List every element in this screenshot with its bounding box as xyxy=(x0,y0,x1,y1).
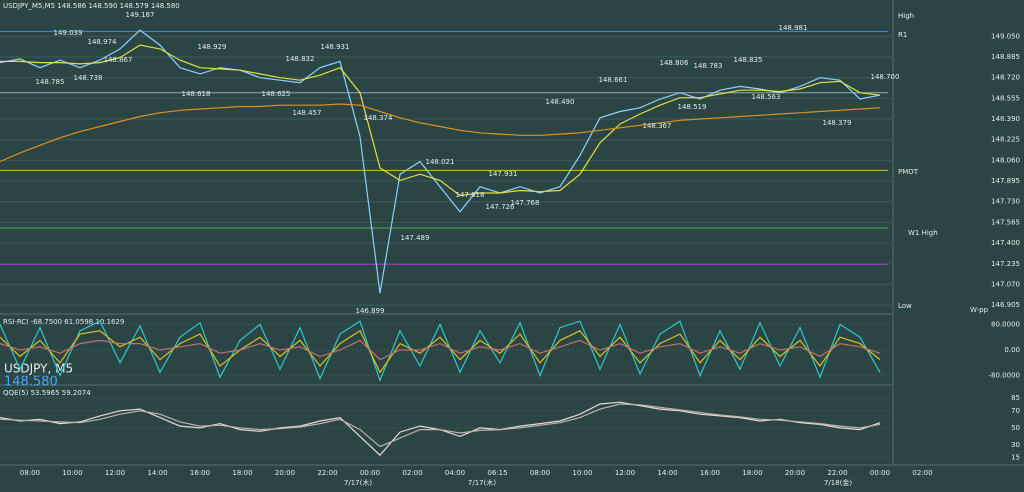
price-label: 148.021 xyxy=(426,158,455,166)
y-tick-label: 148.060 xyxy=(991,156,1020,164)
y-tick-label: 149.050 xyxy=(991,32,1020,40)
price-label: 147.489 xyxy=(401,234,430,242)
price-label: 148.519 xyxy=(678,103,707,111)
price-label: 148.832 xyxy=(286,55,315,63)
price-label: 147.726 xyxy=(486,203,515,211)
y-tick-label: 148.390 xyxy=(991,115,1020,123)
y-tick-label: 85 xyxy=(1011,394,1020,402)
level-label: Low xyxy=(898,302,912,310)
series-line xyxy=(0,44,881,197)
price-label: 148.974 xyxy=(88,38,117,46)
y-tick-label: 148.885 xyxy=(991,53,1020,61)
x-tick-label: 00:00 xyxy=(870,469,890,477)
x-tick-label: 08:00 xyxy=(530,469,550,477)
date-label: 7/17(木) xyxy=(344,478,372,487)
price-label: 148.374 xyxy=(364,114,393,122)
level-label: High xyxy=(898,12,914,20)
y-tick-label: 80.0000 xyxy=(991,320,1020,328)
y-tick-label: 147.565 xyxy=(991,218,1020,226)
price-label: 148.625 xyxy=(262,90,291,98)
price-label: 148.929 xyxy=(198,43,227,51)
price-label: 148.563 xyxy=(752,93,781,101)
level-label: W1 High xyxy=(908,229,938,237)
series-line xyxy=(0,329,881,374)
price-label: 148.931 xyxy=(321,43,350,51)
x-tick-label: 14:00 xyxy=(657,469,677,477)
price-label: 147.818 xyxy=(456,191,485,199)
price-label: 149.039 xyxy=(54,29,83,37)
y-tick-label: 147.070 xyxy=(991,280,1020,288)
price-label: 148.379 xyxy=(823,119,852,127)
y-tick-label: 148.720 xyxy=(991,74,1020,82)
x-tick-label: 22:00 xyxy=(317,469,337,477)
price: 148.580 xyxy=(4,375,58,390)
y-tick-label: 147.400 xyxy=(991,239,1020,247)
price-label: 148.700 xyxy=(871,73,900,81)
y-tick-label: 146.905 xyxy=(991,301,1020,309)
price-label: 148.785 xyxy=(36,78,65,86)
panel-title: RSI-RCI -68.7500 61.0598 10.1629 xyxy=(3,318,124,326)
price-label: 148.457 xyxy=(293,109,322,117)
x-tick-label: 06:15 xyxy=(487,469,507,477)
price-label: 148.867 xyxy=(104,56,133,64)
series-line xyxy=(0,403,881,448)
y-tick-label: 147.730 xyxy=(991,198,1020,206)
series-line xyxy=(0,103,881,163)
x-tick-label: 16:00 xyxy=(190,469,210,477)
y-tick-label: 148.555 xyxy=(991,94,1020,102)
x-tick-label: 18:00 xyxy=(232,469,252,477)
y-tick-label: 147.235 xyxy=(991,260,1020,268)
price-label: 148.661 xyxy=(599,76,628,84)
y-tick-label: 147.895 xyxy=(991,177,1020,185)
x-tick-label: 12:00 xyxy=(105,469,125,477)
x-tick-label: 10:00 xyxy=(62,469,82,477)
y-tick-label: 15 xyxy=(1011,454,1020,462)
price-label: 148.490 xyxy=(546,98,575,106)
price-label: 147.768 xyxy=(511,199,540,207)
y-tick-label: 50 xyxy=(1011,424,1020,432)
price-label: 148.981 xyxy=(779,24,808,32)
header: USDJPY_M5,M5 148.586 148.590 148.579 148… xyxy=(3,2,180,10)
y-tick-label: 148.225 xyxy=(991,136,1020,144)
x-tick-label: 04:00 xyxy=(445,469,465,477)
price-label: 148.835 xyxy=(734,56,763,64)
price-label: 148.806 xyxy=(660,59,689,67)
date-label: 7/17(木) xyxy=(468,478,496,487)
price-label: 147.931 xyxy=(489,170,518,178)
x-tick-label: 02:00 xyxy=(912,469,932,477)
x-tick-label: 18:00 xyxy=(742,469,762,477)
x-tick-label: 20:00 xyxy=(785,469,805,477)
level-label: W-pp xyxy=(970,306,989,314)
panel-title: QQE(5) 53.5965 59.2074 xyxy=(3,389,91,397)
x-tick-label: 20:00 xyxy=(275,469,295,477)
price-label: 148.367 xyxy=(643,122,672,130)
series-line xyxy=(0,29,881,294)
price-label: 148.618 xyxy=(182,90,211,98)
level-label: PMOT xyxy=(898,168,919,176)
x-tick-label: 16:00 xyxy=(700,469,720,477)
x-tick-label: 00:00 xyxy=(360,469,380,477)
x-tick-label: 02:00 xyxy=(402,469,422,477)
x-tick-label: 12:00 xyxy=(615,469,635,477)
date-label: 7/18(金) xyxy=(824,478,852,487)
y-tick-label: 30 xyxy=(1011,441,1020,449)
series-line xyxy=(0,320,881,383)
level-label: R1 xyxy=(898,31,907,39)
x-tick-label: 10:00 xyxy=(572,469,592,477)
y-tick-label: -80.0000 xyxy=(989,372,1020,380)
y-tick-label: 70 xyxy=(1011,407,1020,415)
price-label: 148.783 xyxy=(694,62,723,70)
y-tick-label: 0.00 xyxy=(1004,346,1020,354)
price-label: 149.187 xyxy=(126,11,155,19)
price-label: 146.899 xyxy=(356,307,385,315)
x-tick-label: 08:00 xyxy=(20,469,40,477)
series-line xyxy=(0,339,881,361)
x-tick-label: 14:00 xyxy=(147,469,167,477)
price-label: 148.738 xyxy=(74,74,103,82)
x-tick-label: 22:00 xyxy=(827,469,847,477)
